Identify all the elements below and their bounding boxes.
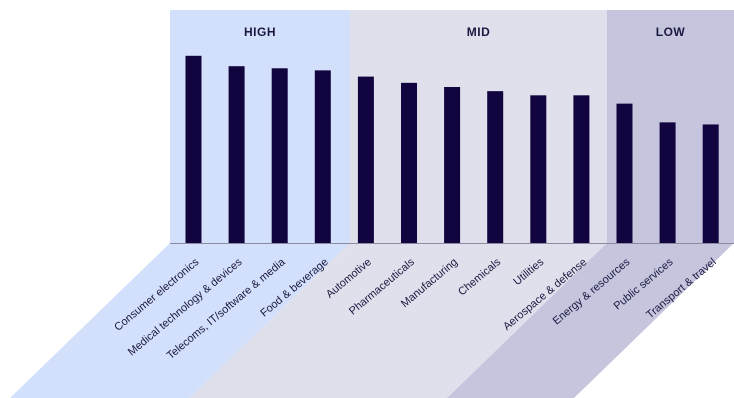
band-high-label-area — [10, 243, 350, 398]
bars — [185, 55, 719, 243]
bar-12 — [659, 122, 676, 243]
bar-13 — [702, 124, 719, 243]
bar-5 — [357, 76, 374, 243]
bar-10 — [573, 95, 590, 243]
band-mid-label-area — [190, 243, 607, 398]
band-label-low: LOW — [656, 25, 686, 39]
bar-8 — [487, 91, 504, 243]
band-label-high: HIGH — [244, 25, 276, 39]
band-low-label-area — [447, 243, 734, 398]
bar-7 — [444, 87, 461, 243]
bar-2 — [228, 66, 245, 243]
bar-9 — [530, 95, 547, 243]
bar-4 — [314, 70, 331, 243]
band-label-mid: MID — [467, 25, 491, 39]
bar-6 — [401, 82, 417, 243]
band-mid — [350, 10, 607, 243]
bar-11 — [616, 103, 633, 243]
bar-3 — [271, 68, 288, 243]
bar-1 — [185, 55, 202, 243]
